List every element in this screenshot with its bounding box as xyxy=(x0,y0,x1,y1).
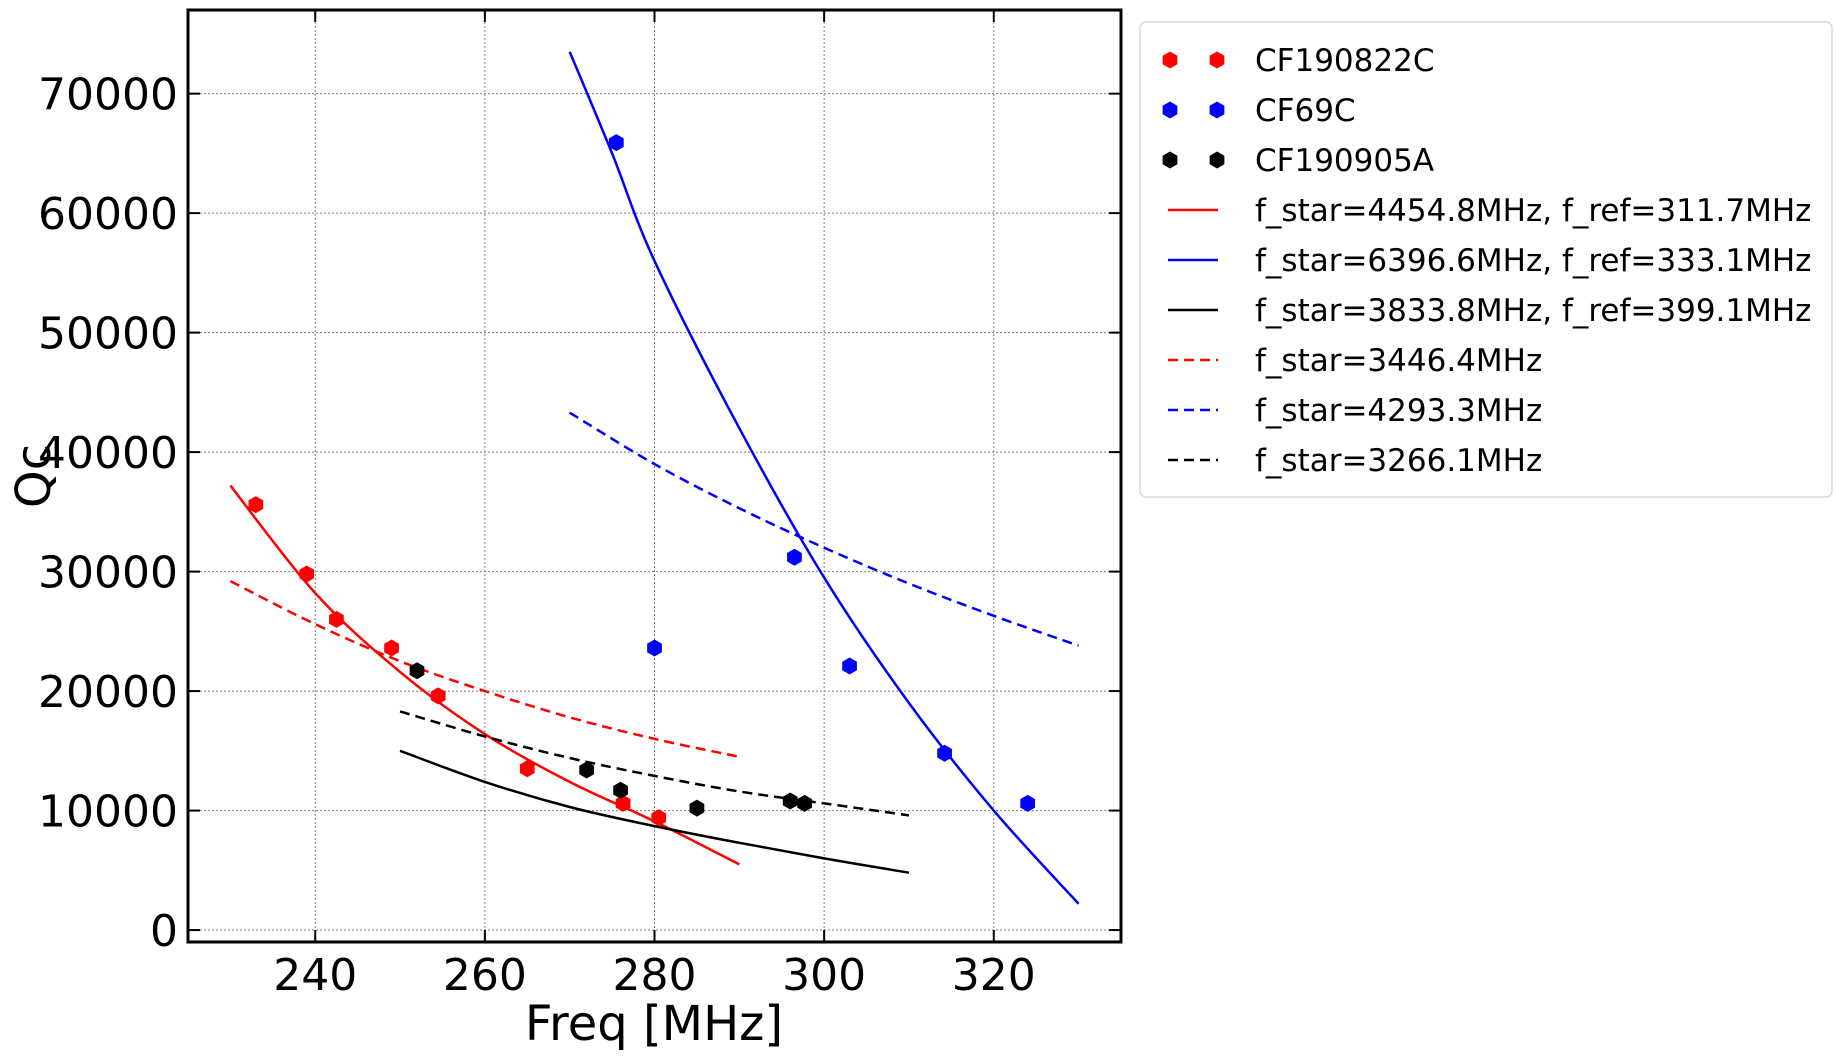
data-points xyxy=(248,134,1036,827)
legend-marker-swatch xyxy=(1209,151,1225,169)
data-point xyxy=(430,687,446,705)
grid-lines xyxy=(188,10,1121,942)
axis-ticks: 240 260 280 300 320 0 10000 20000 30000 40000 5000… xyxy=(38,10,1121,1001)
y-axis-label: Qc xyxy=(6,444,62,508)
legend: CF190822C CF69C CF190905A f_star=4454.8MHz,… xyxy=(1139,21,1833,498)
legend-label: CF190905A xyxy=(1255,143,1434,179)
legend-marker-swatch xyxy=(1162,101,1178,119)
y-tick-label: 10000 xyxy=(38,787,178,838)
y-tick-label: 30000 xyxy=(38,548,178,599)
data-point xyxy=(613,781,628,799)
data-point xyxy=(248,496,264,514)
y-tick-label: 60000 xyxy=(38,189,178,240)
x-tick-label: 280 xyxy=(613,950,697,1001)
x-axis-label: Freq [MHz] xyxy=(525,996,783,1052)
data-point xyxy=(615,794,631,812)
legend-label: f_star=3833.8MHz, f_ref=399.1MHz xyxy=(1255,293,1811,329)
fit-curve-7 xyxy=(569,411,1080,647)
legend-label: f_star=3266.1MHz xyxy=(1255,443,1542,479)
fit-curves xyxy=(229,51,1080,905)
data-point xyxy=(937,744,952,762)
fit-curve-5 xyxy=(399,749,910,874)
x-tick-label: 260 xyxy=(443,950,527,1001)
y-tick-label: 50000 xyxy=(38,309,178,360)
legend-label: f_star=3446.4MHz xyxy=(1255,343,1542,379)
data-point xyxy=(519,760,535,778)
data-point xyxy=(608,134,624,152)
x-tick-label: 240 xyxy=(273,950,357,1001)
y-tick-label: 70000 xyxy=(38,70,178,121)
legend-marker-swatch xyxy=(1162,51,1178,69)
data-point xyxy=(1020,794,1036,812)
data-point xyxy=(329,610,344,628)
data-point xyxy=(797,794,812,812)
data-point xyxy=(409,662,425,680)
legend-label: CF190822C xyxy=(1255,43,1434,79)
legend-marker-swatch xyxy=(1209,51,1225,69)
y-tick-label: 0 xyxy=(150,906,178,957)
data-point xyxy=(787,548,802,566)
x-tick-label: 320 xyxy=(952,950,1036,1001)
legend-label: f_star=4293.3MHz xyxy=(1255,393,1542,429)
legend-label: CF69C xyxy=(1255,93,1356,129)
data-point xyxy=(842,657,857,675)
x-tick-label: 300 xyxy=(782,950,866,1001)
data-point xyxy=(651,809,667,827)
y-tick-label: 40000 xyxy=(38,428,178,479)
data-point xyxy=(579,761,595,779)
data-point xyxy=(689,799,705,817)
legend-items: CF190822C CF69C CF190905A f_star=4454.8MHz,… xyxy=(1162,43,1811,479)
data-point xyxy=(299,565,315,583)
data-point xyxy=(384,639,399,657)
legend-marker-swatch xyxy=(1162,151,1178,169)
data-point xyxy=(782,792,798,810)
fit-curve-4 xyxy=(568,51,1080,905)
data-point xyxy=(647,639,662,657)
y-tick-label: 20000 xyxy=(38,667,178,718)
fit-curve-6 xyxy=(229,580,740,759)
fit-curve-8 xyxy=(399,710,910,817)
legend-marker-swatch xyxy=(1209,101,1225,119)
legend-label: f_star=4454.8MHz, f_ref=311.7MHz xyxy=(1255,193,1811,229)
legend-frame xyxy=(1139,21,1833,498)
legend-label: f_star=6396.6MHz, f_ref=333.1MHz xyxy=(1255,243,1811,279)
